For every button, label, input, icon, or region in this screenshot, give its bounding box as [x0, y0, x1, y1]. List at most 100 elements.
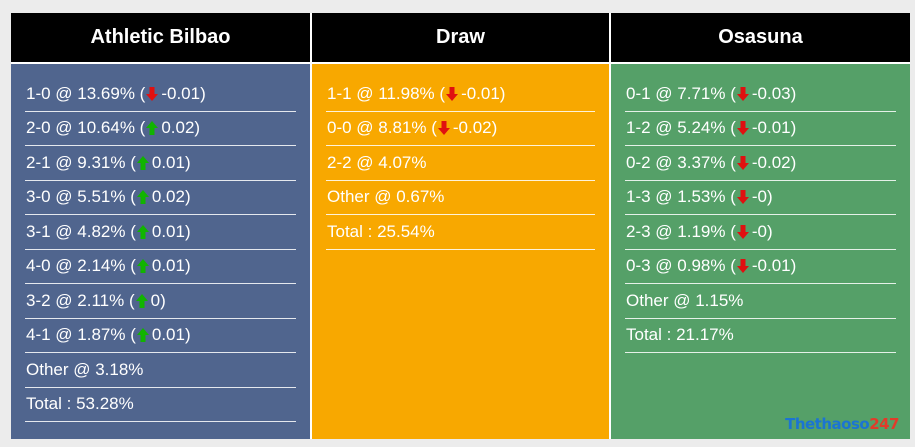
- score-odds: 3-0 @ 5.51%: [26, 187, 126, 207]
- paren-open: (: [125, 325, 136, 345]
- arrow-up-icon: [136, 155, 149, 170]
- column-body-draw: 1-1 @ 11.98% ( -0.01) 0-0 @ 8.81% ( -0.02) 2…: [312, 64, 609, 439]
- total-row: Total : 25.54%: [326, 215, 595, 250]
- paren-open: (: [725, 152, 736, 172]
- other-odds: Other @ 3.18%: [26, 359, 144, 379]
- total-odds: Total : 25.54%: [327, 221, 435, 241]
- score-odds: 4-0 @ 2.14%: [26, 256, 126, 276]
- arrow-up-icon: [135, 293, 148, 308]
- score-odds: 2-0 @ 10.64%: [26, 118, 135, 138]
- column-body-away: 0-1 @ 7.71% (-0.03) 1-2 @ 5.24% (-0.01) 0-…: [611, 64, 910, 439]
- paren-open: (: [125, 221, 136, 241]
- score-row: 1-2 @ 5.24% ( -0.01): [625, 112, 896, 146]
- other-row: Other @ 1.15%: [625, 284, 896, 319]
- change-value: -0): [751, 187, 773, 207]
- score-row: 1-3 @ 1.53% (-0): [625, 181, 896, 215]
- score-odds: 0-0 @ 8.81%: [327, 118, 427, 138]
- score-row: 4-0 @ 2.14% (0.01): [25, 250, 296, 284]
- change-value: -0.01): [751, 118, 797, 138]
- score-row: 0-2 @ 3.37% ( -0.02): [625, 146, 896, 181]
- change-value: -0.01): [751, 256, 797, 276]
- score-row: 1-0 @ 13.69% ( -0.01): [25, 77, 296, 112]
- score-odds: 0-2 @ 3.37%: [626, 152, 726, 172]
- column-home: Athletic Bilbao 1-0 @ 13.69% ( -0.01) 2-0 …: [11, 13, 310, 439]
- paren-open: (: [434, 83, 446, 103]
- arrow-down-icon: [736, 259, 749, 274]
- watermark-number: 247: [869, 415, 899, 433]
- score-row: 3-2 @ 2.11% (0): [25, 284, 296, 319]
- column-body-home: 1-0 @ 13.69% (-0.01) 2-0 @ 10.64% (0.02) 2…: [11, 64, 310, 439]
- score-odds: 0-3 @ 0.98%: [626, 256, 726, 276]
- column-header-draw: Draw: [312, 13, 609, 62]
- score-odds: 4-1 @ 1.87%: [26, 325, 126, 345]
- change-value: 0.02): [151, 187, 191, 207]
- paren-open: (: [725, 83, 736, 103]
- arrow-down-icon: [736, 190, 749, 205]
- score-odds: 1-1 @ 11.98%: [327, 83, 435, 103]
- change-value: -0.01): [161, 83, 206, 103]
- score-odds: 0-1 @ 7.71%: [626, 83, 726, 103]
- arrow-up-icon: [136, 328, 149, 343]
- change-value: 0.02): [161, 118, 201, 138]
- change-value: -0.03): [751, 83, 797, 103]
- change-value: 0.01): [151, 152, 191, 172]
- arrow-down-icon: [437, 121, 450, 136]
- column-draw: Draw 1-1 @ 11.98% ( -0.01) 0-0 @ 8.81% ( -0…: [312, 13, 609, 439]
- score-row: 2-3 @ 1.19% (-0): [625, 215, 896, 250]
- score-odds: 2-1 @ 9.31%: [26, 152, 126, 172]
- paren-open: (: [125, 152, 136, 172]
- other-row: Other @ 3.18%: [25, 353, 296, 388]
- change-value: 0.01): [151, 221, 191, 241]
- score-odds: 3-2 @ 2.11%: [26, 290, 125, 310]
- score-odds: 1-0 @ 13.69%: [26, 83, 135, 103]
- paren-open: (: [725, 256, 736, 276]
- score-odds: 2-2 @ 4.07%: [327, 152, 427, 172]
- score-odds: 3-1 @ 4.82%: [26, 221, 126, 241]
- change-value: 0): [150, 290, 166, 310]
- arrow-up-icon: [136, 224, 149, 239]
- total-odds: Total : 53.28%: [26, 394, 134, 414]
- other-odds: Other @ 1.15%: [626, 290, 744, 310]
- arrow-down-icon: [736, 224, 749, 239]
- paren-open: (: [125, 256, 136, 276]
- change-value: -0.02): [452, 118, 498, 138]
- watermark-logo: Thethaoso247: [785, 415, 899, 433]
- score-row: 0-0 @ 8.81% ( -0.02): [326, 112, 595, 146]
- arrow-down-icon: [146, 86, 159, 101]
- column-header-home: Athletic Bilbao: [11, 13, 310, 62]
- change-value: 0.01): [151, 325, 191, 345]
- score-row: 1-1 @ 11.98% ( -0.01): [326, 77, 595, 112]
- change-value: -0.02): [751, 152, 797, 172]
- total-row: Total : 21.17%: [625, 319, 896, 353]
- paren-open: (: [134, 118, 146, 138]
- arrow-down-icon: [736, 86, 749, 101]
- score-row: 3-1 @ 4.82% (0.01): [25, 215, 296, 250]
- score-row: 2-0 @ 10.64% (0.02): [25, 112, 296, 146]
- paren-open: (: [426, 118, 437, 138]
- change-value: 0.01): [151, 256, 191, 276]
- other-odds: Other @ 0.67%: [327, 187, 445, 207]
- score-row: 0-3 @ 0.98% ( -0.01): [625, 250, 896, 284]
- score-row: 0-1 @ 7.71% ( -0.03): [625, 77, 896, 112]
- paren-open: (: [134, 83, 146, 103]
- score-odds: 1-2 @ 5.24%: [626, 118, 726, 138]
- arrow-down-icon: [736, 155, 749, 170]
- score-row: 2-2 @ 4.07%: [326, 146, 595, 181]
- watermark-text: Thethaoso: [785, 415, 870, 433]
- paren-open: (: [125, 187, 136, 207]
- score-prediction-table: Athletic Bilbao 1-0 @ 13.69% ( -0.01) 2-0 …: [11, 13, 910, 439]
- arrow-up-icon: [136, 259, 149, 274]
- score-odds: 2-3 @ 1.19%: [626, 221, 726, 241]
- change-value: -0.01): [461, 83, 506, 103]
- arrow-down-icon: [446, 86, 459, 101]
- column-away: Osasuna 0-1 @ 7.71% ( -0.03) 1-2 @ 5.24% (…: [611, 13, 910, 439]
- paren-open: (: [725, 118, 736, 138]
- paren-open: (: [725, 187, 736, 207]
- score-row: 4-1 @ 1.87% (0.01): [25, 319, 296, 353]
- column-header-away: Osasuna: [611, 13, 910, 62]
- arrow-down-icon: [736, 121, 749, 136]
- paren-open: (: [124, 290, 135, 310]
- arrow-up-icon: [136, 190, 149, 205]
- arrow-up-icon: [146, 121, 159, 136]
- total-odds: Total : 21.17%: [626, 325, 734, 345]
